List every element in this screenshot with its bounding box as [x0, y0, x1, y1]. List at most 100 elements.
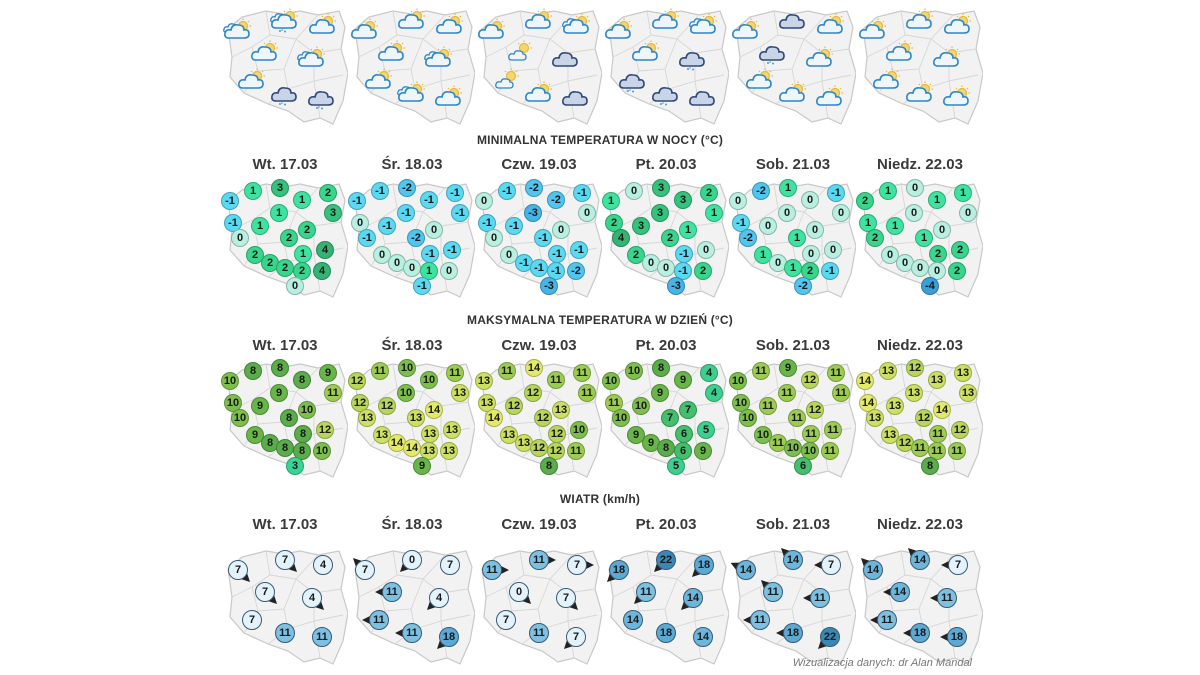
partly-cloudy-icon	[745, 68, 775, 92]
min-temp-value-marker: 0	[824, 241, 842, 259]
partly-cloudy-icon	[942, 85, 972, 109]
max-temp-value-marker: 13	[500, 426, 518, 444]
wind-speed-value: 18	[694, 555, 714, 575]
min-temp-value-marker: 0	[959, 204, 977, 222]
wind-speed-value: 11	[763, 582, 783, 602]
min-temp-value-marker: 1	[788, 229, 806, 247]
min-temp-value-marker: 3	[674, 191, 692, 209]
min-temp-value-marker: 0	[286, 277, 304, 295]
wind-speed-value: 14	[910, 550, 930, 570]
rain-dark-icon	[678, 46, 708, 71]
rain-dark-icon	[618, 68, 648, 93]
max-temp-value-marker: 11	[827, 364, 845, 382]
weather-icons-map	[222, 5, 348, 127]
partly-cloudy-icon	[350, 18, 380, 42]
wind-marker: 7	[242, 610, 262, 630]
day-title: Pt. 20.03	[635, 516, 697, 533]
max-temp-value-marker: 8	[294, 425, 312, 443]
partly-cloudy-icon	[377, 40, 407, 64]
max-temp-value-marker: 11	[824, 421, 842, 439]
max-temp-value-marker: 11	[929, 425, 947, 443]
min-temp-value-marker: 0	[552, 221, 570, 239]
max-temp-value-marker: 10	[612, 409, 630, 427]
max-temp-map: 13 11 14 11 11 11 13 12 12 13 12 14 13 12 10 13 12 12 11 8	[475, 358, 602, 480]
wind-marker: 18	[903, 623, 930, 643]
max-temp-value-marker: 10	[632, 397, 650, 415]
min-temp-value-marker: -4	[921, 277, 939, 295]
wind-marker: 18	[434, 627, 459, 652]
wind-marker: 0	[397, 550, 422, 575]
wind-marker: 11	[803, 588, 830, 608]
max-temp-map: 10 10 8 9 4 4 11 10 9 7 7 10 9 6 5 9 8 6 9 5	[602, 358, 729, 480]
min-temp-value-marker: 0	[231, 229, 249, 247]
max-temp-value-marker: 8	[271, 359, 289, 377]
wind-speed-value: 7	[948, 555, 968, 575]
max-temp-value-marker: 4	[705, 384, 723, 402]
max-temp-value-marker: 13	[552, 401, 570, 419]
min-temp-value-marker: -2	[567, 262, 585, 280]
min-temp-value-marker: -1	[498, 182, 516, 200]
wind-speed-value: 7	[275, 550, 295, 570]
wind-marker: 11	[529, 550, 556, 570]
max-temp-value-marker: 11	[788, 409, 806, 427]
min-temp-value-marker: 2	[951, 241, 969, 259]
min-temp-value-marker: -2	[398, 179, 416, 197]
min-temp-value-marker: 0	[759, 217, 777, 235]
max-temp-value-marker: 12	[524, 384, 542, 402]
min-temp-heading: MINIMALNA TEMPERATURA W NOCY (°C)	[476, 133, 724, 147]
max-temp-value-marker: 12	[530, 439, 548, 457]
wind-marker: 7	[556, 588, 581, 613]
wind-speed-value: 7	[556, 588, 576, 608]
min-temp-value-marker: -2	[739, 229, 757, 247]
max-temp-value-marker: 11	[752, 362, 770, 380]
partly-cloudy-icon	[885, 40, 915, 64]
min-temp-value-marker: 0	[388, 254, 406, 272]
partly-cloudy-icon	[932, 46, 962, 70]
wind-marker: 11	[482, 560, 509, 580]
wind-marker: 14	[623, 610, 643, 630]
wind-speed-value: 22	[820, 627, 840, 647]
max-temp-value-marker: 12	[505, 397, 523, 415]
wind-marker: 7	[255, 582, 280, 607]
min-temp-value-marker: 0	[906, 179, 924, 197]
min-temp-map: -1 -1 -2 -1 -1 -1 0 -1 -1 0 -2 -1 0 -1 -1 0 0 1 0 -1	[348, 178, 475, 300]
wind-marker: 11	[631, 582, 656, 607]
min-temp-value-marker: 1	[679, 221, 697, 239]
max-temp-value-marker: 5	[697, 421, 715, 439]
min-temp-value-marker: 1	[779, 179, 797, 197]
wind-speed-value: 11	[402, 623, 422, 643]
min-temp-value-marker: 1	[294, 245, 312, 263]
wind-marker: 11	[312, 627, 332, 647]
partly-cloudy-icon	[778, 81, 808, 105]
max-temp-value-marker: 3	[286, 457, 304, 475]
partly-cloudy-2-icon	[397, 81, 427, 105]
min-temp-value-marker: -1	[348, 192, 366, 210]
wind-speed-value: 11	[636, 582, 656, 602]
wind-speed-value: 4	[313, 555, 333, 575]
min-temp-value-marker: -2	[752, 182, 770, 200]
max-temp-value-marker: 4	[700, 364, 718, 382]
max-temp-value-marker: 9	[651, 384, 669, 402]
wind-speed-value: 18	[656, 623, 676, 643]
wind-speed-value: 14	[890, 582, 910, 602]
min-temp-value-marker: -1	[358, 229, 376, 247]
wind-marker: 14	[858, 555, 883, 580]
max-temp-value-marker: 9	[413, 457, 431, 475]
max-temp-value-marker: 13	[420, 442, 438, 460]
partly-cloudy-icon	[477, 18, 507, 42]
wind-marker: 22	[815, 627, 840, 652]
min-temp-value-marker: 0	[425, 221, 443, 239]
wind-speed-value: 14	[783, 550, 803, 570]
wind-marker: 11	[395, 623, 422, 643]
max-temp-value-marker: 13	[475, 372, 493, 390]
wind-speed-value: 18	[783, 623, 803, 643]
partly-cloudy-icon	[237, 68, 267, 92]
partly-cloudy-icon	[905, 8, 935, 32]
min-temp-value-marker: -3	[524, 204, 542, 222]
rain-dark-icon	[270, 81, 300, 106]
max-temp-value-marker: 11	[567, 442, 585, 460]
min-temp-value-marker: 1	[251, 217, 269, 235]
wind-marker: 14	[693, 627, 713, 647]
min-temp-value-marker: -2	[547, 191, 565, 209]
max-temp-value-marker: 6	[794, 457, 812, 475]
